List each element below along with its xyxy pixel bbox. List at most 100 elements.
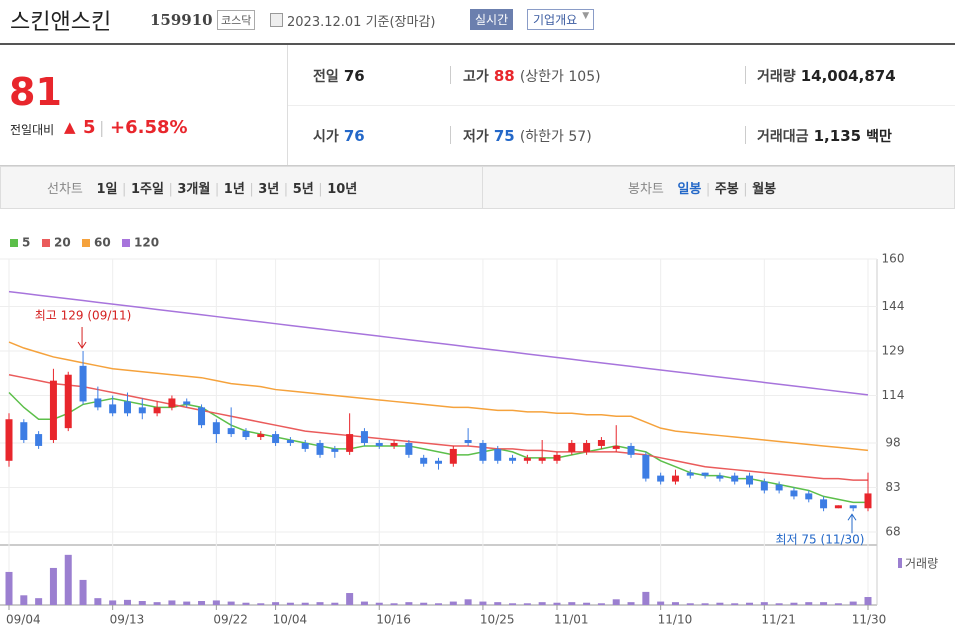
volume-bar	[138, 601, 146, 605]
nav-item[interactable]: 1년	[223, 182, 245, 197]
volume-bar	[523, 603, 531, 605]
volume-bar	[731, 603, 739, 605]
y-tick-label: 160	[882, 252, 905, 266]
divider	[287, 45, 288, 165]
x-tick-label: 11/01	[554, 613, 589, 627]
volume-bar	[716, 602, 724, 605]
volume-bar	[123, 599, 131, 605]
volume-bar	[583, 602, 591, 605]
market-badge: 코스닥	[217, 10, 256, 30]
nav-item[interactable]: 주봉	[714, 182, 739, 197]
volume-bar	[760, 602, 768, 605]
volume-bar	[183, 601, 191, 605]
separator: |	[318, 182, 323, 197]
candle-body	[716, 475, 724, 479]
x-tick-label: 09/04	[6, 613, 41, 627]
candle-body	[686, 472, 694, 476]
volume-bar	[790, 602, 798, 605]
volume-bar	[449, 601, 457, 605]
candle-body	[5, 419, 13, 461]
volume-bar	[198, 601, 206, 605]
panel-rule	[0, 165, 955, 166]
company-button[interactable]: 기업개요 ▼	[527, 9, 595, 30]
x-tick-label: 11/21	[761, 613, 796, 627]
nav-item[interactable]: 10년	[327, 182, 358, 197]
candle-body	[627, 445, 635, 455]
candle-body	[553, 454, 561, 461]
high-annotation: 최고 129 (09/11)	[35, 308, 132, 322]
candle-body	[272, 434, 280, 443]
nav-item[interactable]: 월봉	[752, 182, 777, 197]
candle-body	[79, 365, 87, 402]
candle-body	[35, 434, 43, 446]
volume-bar	[494, 602, 502, 605]
volume-bar	[479, 601, 487, 605]
candle-body	[375, 442, 383, 446]
separator: |	[99, 118, 105, 137]
info-label: 고가	[463, 69, 489, 85]
volume-bar	[420, 602, 428, 605]
separator: |	[168, 182, 173, 197]
volume-bar	[805, 602, 813, 605]
volume-bar	[834, 603, 842, 605]
nav-label: 선차트	[47, 182, 83, 197]
info-value: 1,135	[813, 127, 862, 145]
up-arrow: ▲	[64, 118, 76, 136]
candle-body	[331, 448, 339, 452]
y-tick-label: 129	[882, 343, 905, 357]
divider	[745, 66, 746, 84]
legend-label: 60	[94, 236, 111, 250]
volume-bar	[686, 603, 694, 605]
volume-bar	[390, 603, 398, 605]
volume-bar	[109, 600, 117, 605]
candle-body	[612, 445, 620, 449]
candle-body	[849, 505, 857, 509]
candle-body	[360, 431, 368, 443]
candle-body	[657, 475, 665, 482]
volume-bar	[35, 598, 43, 605]
ma-line	[8, 290, 869, 396]
candle-body	[198, 407, 206, 426]
legend-swatch	[42, 239, 50, 247]
legend-swatch	[82, 239, 90, 247]
nav-label: 봉차트	[628, 182, 664, 197]
info-value: 75	[493, 127, 515, 145]
current-price: 81	[9, 70, 62, 114]
volume-bar	[242, 602, 250, 605]
info-item: 저가 75 (하한가 57)	[463, 126, 592, 146]
candle-body	[583, 442, 591, 452]
candle-body	[523, 457, 531, 461]
candle-body	[435, 460, 442, 464]
volume-bar	[331, 602, 339, 605]
volume-bar	[509, 603, 517, 605]
info-value: 76	[343, 127, 365, 145]
volume-bar	[212, 600, 220, 605]
nav-item[interactable]: 3개월	[177, 182, 211, 197]
volume-bar	[405, 602, 413, 605]
nav-item[interactable]: 일봉	[677, 182, 702, 197]
y-tick-label: 114	[882, 388, 905, 402]
nav-item[interactable]: 1주일	[130, 182, 164, 197]
candle-body	[49, 380, 57, 441]
volume-bar	[153, 602, 161, 605]
legend-swatch	[898, 558, 902, 568]
volume-bar	[301, 602, 309, 605]
volume-label: 거래량	[905, 557, 938, 571]
info-item: 전일 76	[313, 66, 365, 86]
realtime-button[interactable]: 실시간	[470, 9, 514, 30]
nav-item[interactable]: 3년	[258, 182, 280, 197]
candle-body	[109, 404, 117, 414]
volume-bar	[553, 602, 561, 605]
y-tick-label: 83	[885, 480, 900, 494]
info-label: 저가	[463, 129, 489, 145]
candle-body	[464, 440, 472, 443]
y-tick-label: 144	[882, 299, 905, 313]
volume-bar	[360, 601, 368, 605]
y-tick-label: 68	[885, 525, 900, 539]
candle-body	[346, 434, 354, 452]
candle-body	[242, 431, 250, 438]
x-tick-label: 11/30	[852, 613, 887, 627]
nav-item[interactable]: 1일	[96, 182, 118, 197]
stock-code: 159910	[150, 11, 213, 29]
nav-item[interactable]: 5년	[292, 182, 314, 197]
